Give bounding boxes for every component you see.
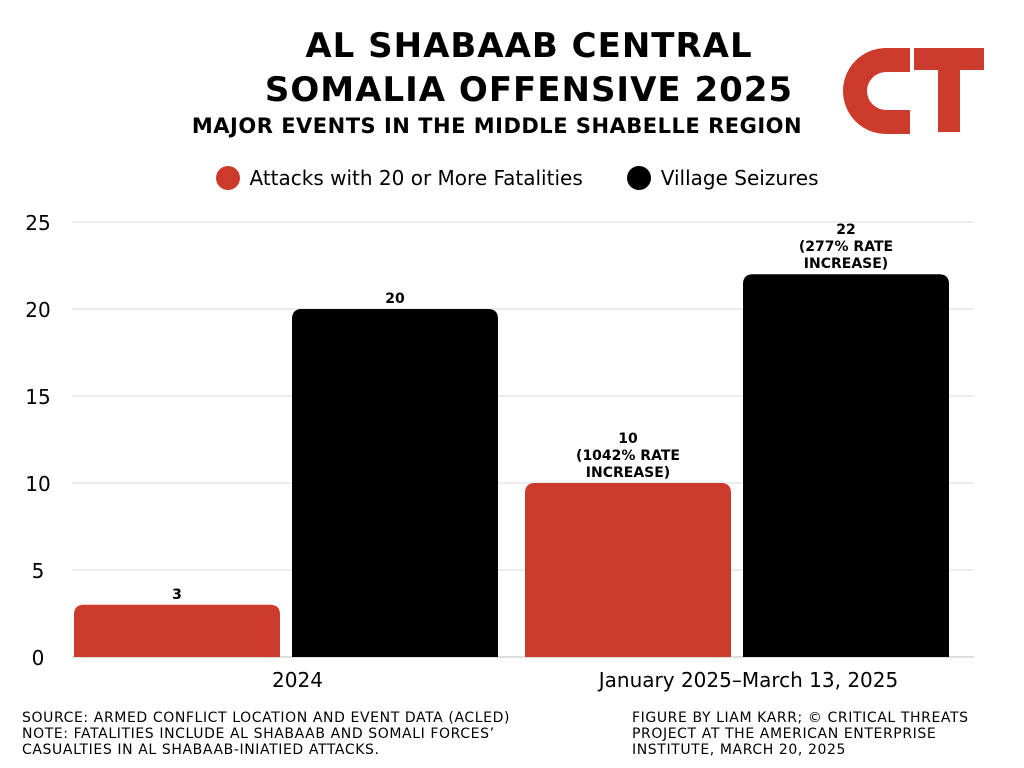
- footer-note-line-1: NOTE: FATALITIES INCLUDE AL SHABAAB AND …: [22, 726, 495, 742]
- footer-credit: FIGURE BY LIAM KARR; © CRITICAL THREATS …: [632, 710, 1012, 758]
- footer-credit-line-3: INSTITUTE, MARCH 20, 2025: [632, 742, 847, 758]
- data-label: INCREASE): [804, 256, 888, 272]
- legend-item-attacks: Attacks with 20 or More Fatalities: [215, 166, 583, 190]
- y-tick-label: 25: [25, 211, 50, 235]
- y-tick-label: 20: [25, 298, 50, 322]
- legend-swatch-attacks: [215, 166, 240, 190]
- footer-credit-line-2: PROJECT AT THE AMERICAN ENTERPRISE: [632, 726, 937, 742]
- data-label: 22: [836, 222, 855, 238]
- data-label: 20: [385, 291, 405, 307]
- title-line-1: AL SHABAAB CENTRAL: [305, 26, 753, 66]
- footer-credit-line-1: FIGURE BY LIAM KARR; © CRITICAL THREATS: [632, 710, 969, 726]
- bar-seizures: [292, 309, 498, 657]
- legend-swatch-seizures: [626, 166, 651, 190]
- footer-source-note: SOURCE: ARMED CONFLICT LOCATION AND EVEN…: [22, 710, 602, 758]
- data-label: INCREASE): [586, 465, 670, 481]
- x-tick-label: January 2025–March 13, 2025: [597, 668, 898, 692]
- bar-attacks: [525, 483, 731, 657]
- y-tick-label: 5: [32, 559, 45, 583]
- data-label: (277% RATE: [799, 239, 893, 255]
- footer-source: SOURCE: ARMED CONFLICT LOCATION AND EVEN…: [22, 710, 511, 726]
- legend: Attacks with 20 or More Fatalities Villa…: [0, 166, 1024, 190]
- ct-logo: CT: [843, 48, 984, 134]
- data-label: 3: [172, 587, 182, 603]
- y-tick-label: 0: [32, 646, 45, 670]
- y-tick-label: 15: [25, 385, 50, 409]
- legend-label-seizures: Village Seizures: [660, 166, 819, 190]
- logo-letter-c: [843, 48, 910, 134]
- bar-attacks: [74, 604, 280, 657]
- chart-title: AL SHABAAB CENTRAL SOMALIA OFFENSIVE 202…: [0, 24, 1024, 112]
- chart-subtitle: MAJOR EVENTS IN THE MIDDLE SHABELLE REGI…: [191, 114, 803, 138]
- logo-letter-t-stem: [938, 48, 960, 132]
- bar-seizures: [743, 274, 949, 657]
- data-label: (1042% RATE: [576, 448, 680, 464]
- legend-item-seizures: Village Seizures: [626, 166, 819, 190]
- data-label: 10: [618, 431, 638, 447]
- x-tick-label: 2024: [272, 668, 323, 692]
- legend-label-attacks: Attacks with 20 or More Fatalities: [249, 166, 583, 190]
- footer-note-line-2: CASUALTIES IN AL SHABAAB-INIATIED ATTACK…: [22, 742, 380, 758]
- y-tick-label: 10: [25, 472, 50, 496]
- title-line-2: SOMALIA OFFENSIVE 2025: [264, 70, 794, 110]
